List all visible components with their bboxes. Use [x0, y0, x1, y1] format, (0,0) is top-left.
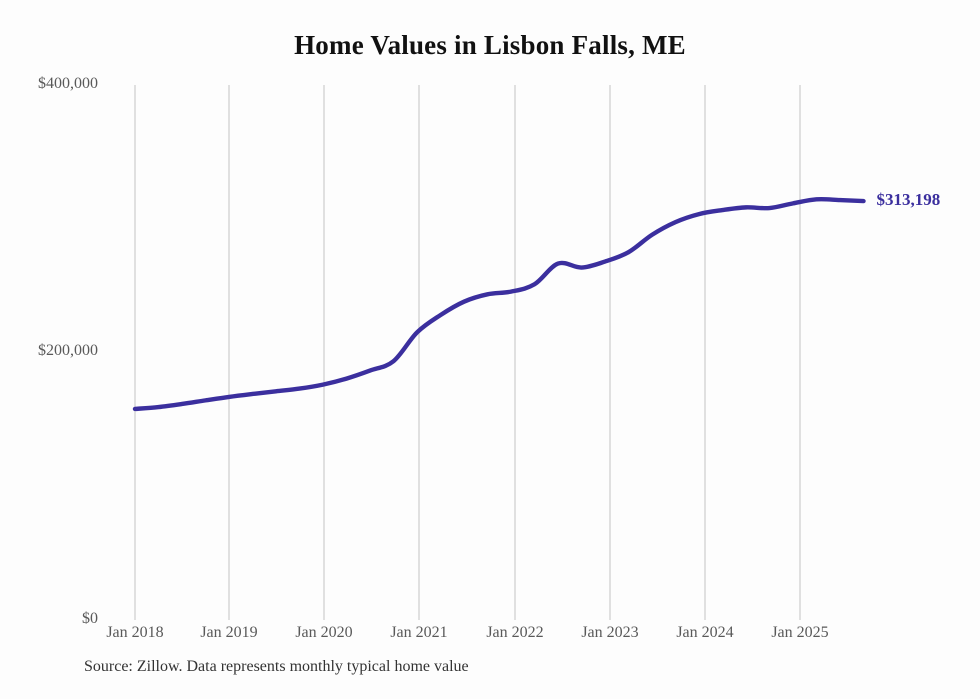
- x-axis-tick-jan-2019: Jan 2019: [200, 624, 258, 641]
- x-axis-tick-jan-2025: Jan 2025: [771, 624, 829, 641]
- x-axis-tick-jan-2018: Jan 2018: [106, 624, 164, 641]
- x-axis-tick-jan-2024: Jan 2024: [676, 624, 734, 641]
- y-axis-tick-0: $0: [82, 610, 98, 627]
- page-title: Home Values in Lisbon Falls, ME: [294, 30, 686, 60]
- end-value-annotation: $313,198: [876, 190, 941, 210]
- source-note: Source: Zillow. Data represents monthly …: [84, 658, 469, 675]
- x-axis-tick-jan-2020: Jan 2020: [295, 624, 353, 641]
- gridlines-group: [134, 85, 801, 620]
- x-axis-tick-jan-2023: Jan 2023: [581, 624, 639, 641]
- y-axis-tick-400k: $400,000: [38, 75, 98, 92]
- x-axis-tick-jan-2021: Jan 2021: [390, 624, 448, 641]
- home-value-line: [132, 196, 866, 412]
- y-axis-tick-200k: $200,000: [38, 342, 98, 359]
- x-axis-tick-jan-2022: Jan 2022: [486, 624, 544, 641]
